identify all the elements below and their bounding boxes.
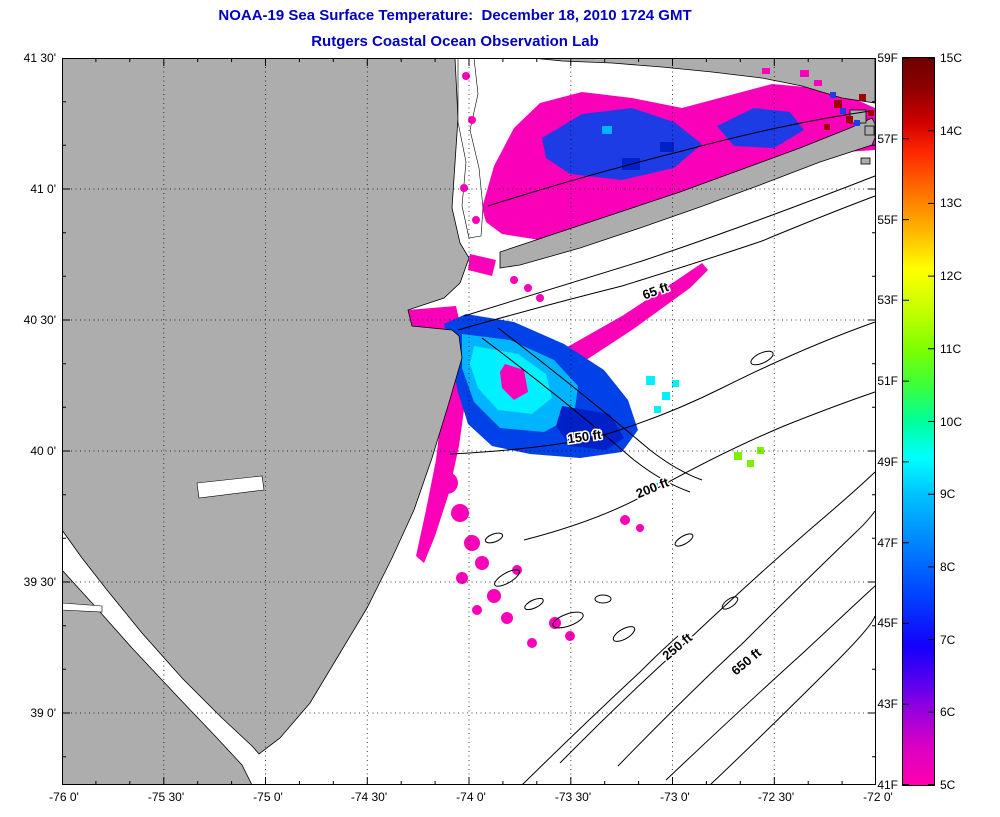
land-ct-shore-patch [864,125,875,136]
sst-plume-eddy [500,364,528,400]
contour-depth-label: 150 ft [567,427,603,447]
colorbar-f-label: 55F [877,213,898,227]
sst-green-specks [734,447,764,467]
y-tick-label: 41 0' [30,182,56,196]
sst-magenta-arm [562,263,708,366]
colorbar [902,57,935,786]
y-tick-label: 40 0' [30,444,56,458]
contour-depth-label: 200 ft [634,474,672,501]
contour-line-valley [497,327,703,481]
contour-line-shelf [709,615,876,786]
figure-subtitle: Rutgers Coastal Ocean Observation Lab [311,33,599,50]
colorbar-c-label: 11C [940,342,962,356]
y-tick-label: 41 30' [23,51,56,65]
colorbar-f-label: 59F [877,51,898,65]
sst-overlay-specks [460,68,874,276]
x-tick-label: -73 0' [660,790,690,804]
grid-lines [62,58,876,785]
colorbar-c-label: 12C [940,269,963,283]
contour-line-shelf [521,635,679,786]
colorbar-c-label: 15C [940,51,963,65]
contour-depth-label: 250 ft [659,629,695,663]
hudson-river [457,57,484,239]
delaware-river [196,475,265,499]
bathymetry-contours [449,110,876,786]
colorbar-f-label: 41F [877,778,898,792]
contour-line-200ft [523,391,876,541]
colorbar-c-label: 7C [940,633,956,647]
x-tick-label: -74 30' [350,790,388,804]
contour-line-250ft [559,471,876,764]
contour-line-sound-axis [487,110,871,207]
colorbar-c-label: 13C [940,196,963,210]
contour-closed-loops [484,350,774,642]
y-tick-label: 39 0' [30,706,56,720]
contour-line-150ft [449,321,876,455]
sst-magenta-specks [436,276,644,648]
colorbar-f-label: 49F [877,455,898,469]
sst-sound-cold-patch [542,108,702,180]
colorbar-c-label: 8C [940,560,956,574]
land-block-island [860,157,871,165]
colorbar-f-label: 47F [877,536,898,550]
colorbar-f-label: 43F [877,697,898,711]
figure-title: NOAA-19 Sea Surface Temperature: Decembe… [218,7,692,24]
colorbar-ticks [903,58,934,785]
plot-frame [62,58,876,785]
contour-line-shelf [665,585,876,781]
x-tick-label: -74 0' [456,790,486,804]
sst-cyan-specks [646,376,679,491]
x-tick-label: -75 30' [147,790,185,804]
x-tick-label: -75 0' [253,790,283,804]
colorbar-f-label: 53F [877,293,898,307]
colorbar-c-label: 5C [940,778,956,792]
x-tick-label: -73 30' [554,790,592,804]
sst-data-layer [408,84,875,648]
x-tick-label: -76 0' [49,790,79,804]
colorbar-f-label: 45F [877,616,898,630]
colorbar-c-label: 14C [940,124,963,138]
y-tick-label: 39 30' [23,575,56,589]
sst-plume-deep [556,406,624,450]
sst-sound-cold-patch [717,108,804,148]
contour-line-65ft [457,195,876,331]
colorbar-c-label: 10C [940,415,963,429]
colorbar-c-label: 6C [940,705,956,719]
y-tick-label: 40 30' [23,313,56,327]
colorbar-c-label: 9C [940,487,956,501]
colorbar-f-label: 51F [877,374,898,388]
contour-line-650ft [617,510,876,767]
contour-line [463,175,876,317]
x-tick-label: -72 0' [863,790,893,804]
sst-coastal-fringe [416,336,467,563]
x-tick-label: -72 30' [757,790,795,804]
contour-depth-label: 650 ft [728,644,764,678]
map-plot: 65 ft 150 ft 200 ft 250 ft 650 ft [61,57,877,786]
colorbar-f-label: 57F [877,132,898,146]
